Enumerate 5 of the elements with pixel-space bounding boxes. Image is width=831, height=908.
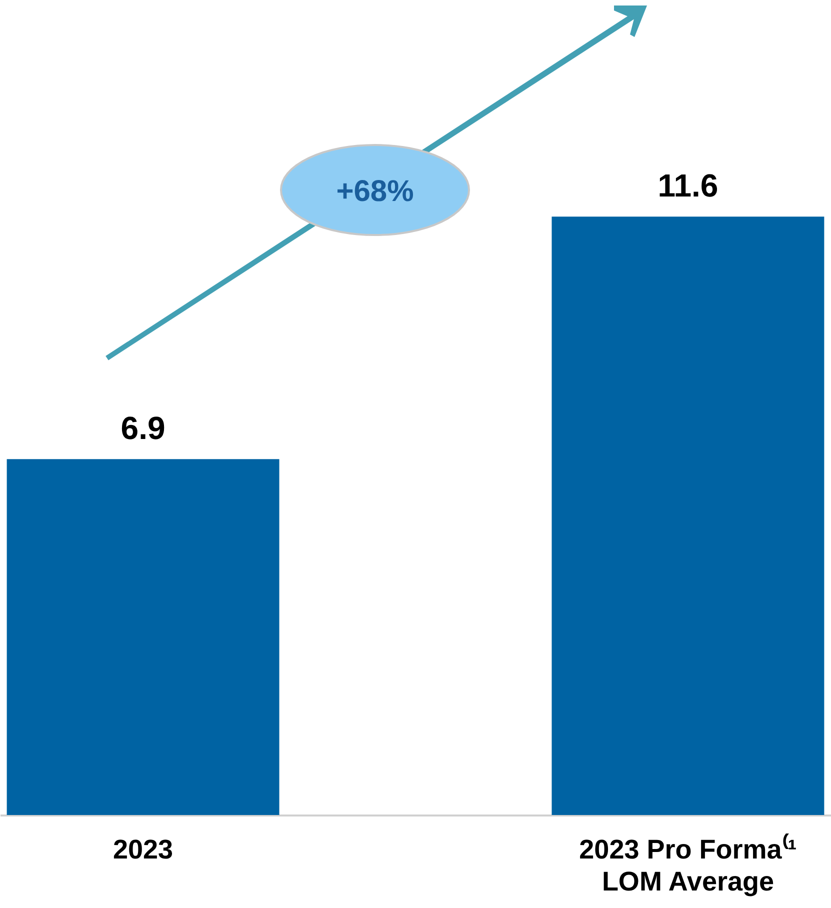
x-tick-label: 2023 — [113, 834, 174, 864]
x-tick-label: 2023 Pro Forma⁽¹ LOM Average — [579, 834, 797, 896]
data-label: 6.9 — [120, 410, 166, 446]
data-label: 11.6 — [658, 168, 718, 204]
text: +68% — [336, 175, 414, 208]
